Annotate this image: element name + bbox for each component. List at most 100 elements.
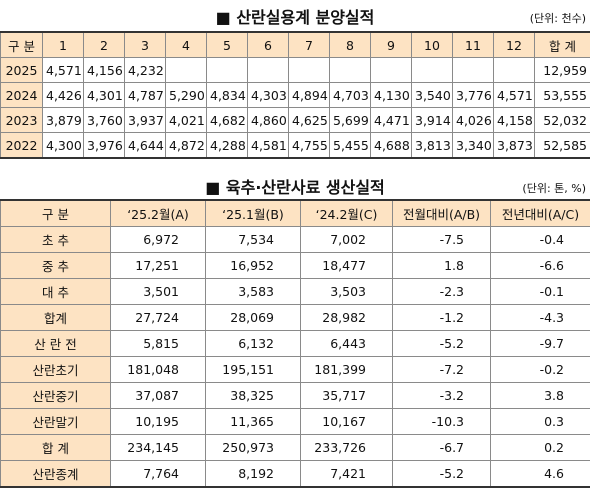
cell: 5,699 xyxy=(329,107,371,133)
row: 2025 4,571 4,156 4,232 12,959 xyxy=(0,57,590,83)
cell: 6,132 xyxy=(205,330,301,357)
cell: 4,682 xyxy=(206,107,248,133)
header-cell: 12 xyxy=(493,31,535,58)
cell xyxy=(288,57,330,83)
cell: -7.5 xyxy=(392,226,491,253)
cell: 5,455 xyxy=(329,132,371,159)
cell: 3,501 xyxy=(110,278,206,305)
cell: 4,571 xyxy=(42,57,84,83)
cell: 27,724 xyxy=(110,304,206,331)
cell: 35,717 xyxy=(300,382,393,409)
cell: 3,760 xyxy=(83,107,125,133)
cell: 4,755 xyxy=(288,132,330,159)
row-label: 2022 xyxy=(0,132,43,159)
row: 합계 27,724 28,069 28,982 -1.2 -4.3 xyxy=(0,304,590,331)
cell: -0.4 xyxy=(490,226,590,253)
cell: 4,303 xyxy=(247,82,289,108)
header-cell: ‘24.2월(C) xyxy=(300,199,393,227)
cell: 4,688 xyxy=(370,132,412,159)
cell: -7.2 xyxy=(392,356,491,383)
table2-unit: (단위: 톤, %) xyxy=(522,182,586,195)
cell xyxy=(165,57,207,83)
cell: 4,426 xyxy=(42,82,84,108)
cell: -0.2 xyxy=(490,356,590,383)
cell: 18,477 xyxy=(300,252,393,279)
cell: 4,644 xyxy=(124,132,166,159)
cell: 7,002 xyxy=(300,226,393,253)
cell: 4,158 xyxy=(493,107,535,133)
cell: 52,032 xyxy=(534,107,590,133)
header-cell: 6 xyxy=(247,31,289,58)
cell: 7,534 xyxy=(205,226,301,253)
cell: 250,973 xyxy=(205,434,301,461)
row-label: 초 추 xyxy=(0,226,111,253)
cell: 4,703 xyxy=(329,82,371,108)
cell: 4,288 xyxy=(206,132,248,159)
cell: 195,151 xyxy=(205,356,301,383)
row: 산란초기 181,048 195,151 181,399 -7.2 -0.2 xyxy=(0,356,590,383)
header-cell: 5 xyxy=(206,31,248,58)
cell: 3,914 xyxy=(411,107,453,133)
row-label: 합 계 xyxy=(0,434,111,461)
cell: 7,764 xyxy=(110,460,206,488)
cell: 1.8 xyxy=(392,252,491,279)
header-cell: 1 xyxy=(42,31,84,58)
row: 2024 4,426 4,301 4,787 5,290 4,834 4,303 4,894 4… xyxy=(0,82,590,108)
row-label: 산란초기 xyxy=(0,356,111,383)
cell: 3,503 xyxy=(300,278,393,305)
header-cell: 7 xyxy=(288,31,330,58)
cell: 10,195 xyxy=(110,408,206,435)
cell: 10,167 xyxy=(300,408,393,435)
row-label: 산란중기 xyxy=(0,382,111,409)
cell: -10.3 xyxy=(392,408,491,435)
cell: 16,952 xyxy=(205,252,301,279)
header-cell: 구 분 xyxy=(0,31,43,58)
row: 합 계 234,145 250,973 233,726 -6.7 0.2 xyxy=(0,434,590,461)
cell: 3,776 xyxy=(452,82,494,108)
cell: 4,787 xyxy=(124,82,166,108)
header-cell: 2 xyxy=(83,31,125,58)
cell: 4,872 xyxy=(165,132,207,159)
header-cell: 구 분 xyxy=(0,199,111,227)
cell: 6,972 xyxy=(110,226,206,253)
cell: 3,879 xyxy=(42,107,84,133)
cell: 11,365 xyxy=(205,408,301,435)
cell: 38,325 xyxy=(205,382,301,409)
cell: 181,399 xyxy=(300,356,393,383)
cell: 4,130 xyxy=(370,82,412,108)
row-label: 산란종계 xyxy=(0,460,111,488)
cell: 37,087 xyxy=(110,382,206,409)
row: 산 란 전 5,815 6,132 6,443 -5.2 -9.7 xyxy=(0,330,590,357)
row-label: 산 란 전 xyxy=(0,330,111,357)
row: 산란말기 10,195 11,365 10,167 -10.3 0.3 xyxy=(0,408,590,435)
cell: -5.2 xyxy=(392,330,491,357)
row: 대 추 3,501 3,583 3,503 -2.3 -0.1 xyxy=(0,278,590,305)
cell: 5,290 xyxy=(165,82,207,108)
cell: 4.6 xyxy=(490,460,590,488)
cell: 4,300 xyxy=(42,132,84,159)
row: 초 추 6,972 7,534 7,002 -7.5 -0.4 xyxy=(0,226,590,253)
cell: 3,813 xyxy=(411,132,453,159)
cell: 234,145 xyxy=(110,434,206,461)
cell: 5,815 xyxy=(110,330,206,357)
cell: -0.1 xyxy=(490,278,590,305)
cell xyxy=(329,57,371,83)
cell: 4,571 xyxy=(493,82,535,108)
cell: 28,069 xyxy=(205,304,301,331)
cell xyxy=(452,57,494,83)
cell: 4,860 xyxy=(247,107,289,133)
header-cell: 4 xyxy=(165,31,207,58)
cell: -9.7 xyxy=(490,330,590,357)
header-cell: 11 xyxy=(452,31,494,58)
cell: 17,251 xyxy=(110,252,206,279)
header-cell: 10 xyxy=(411,31,453,58)
cell xyxy=(247,57,289,83)
row-label: 중 추 xyxy=(0,252,111,279)
cell: 4,894 xyxy=(288,82,330,108)
cell: 53,555 xyxy=(534,82,590,108)
header-row: 구 분 ‘25.2월(A) ‘25.1월(B) ‘24.2월(C) 전월대비(A/B) 전… xyxy=(0,199,590,227)
cell: 0.3 xyxy=(490,408,590,435)
header-cell: 합 계 xyxy=(534,31,590,58)
header-cell: 8 xyxy=(329,31,371,58)
table1-title: ■ 산란실용계 분양실적 xyxy=(215,8,375,27)
